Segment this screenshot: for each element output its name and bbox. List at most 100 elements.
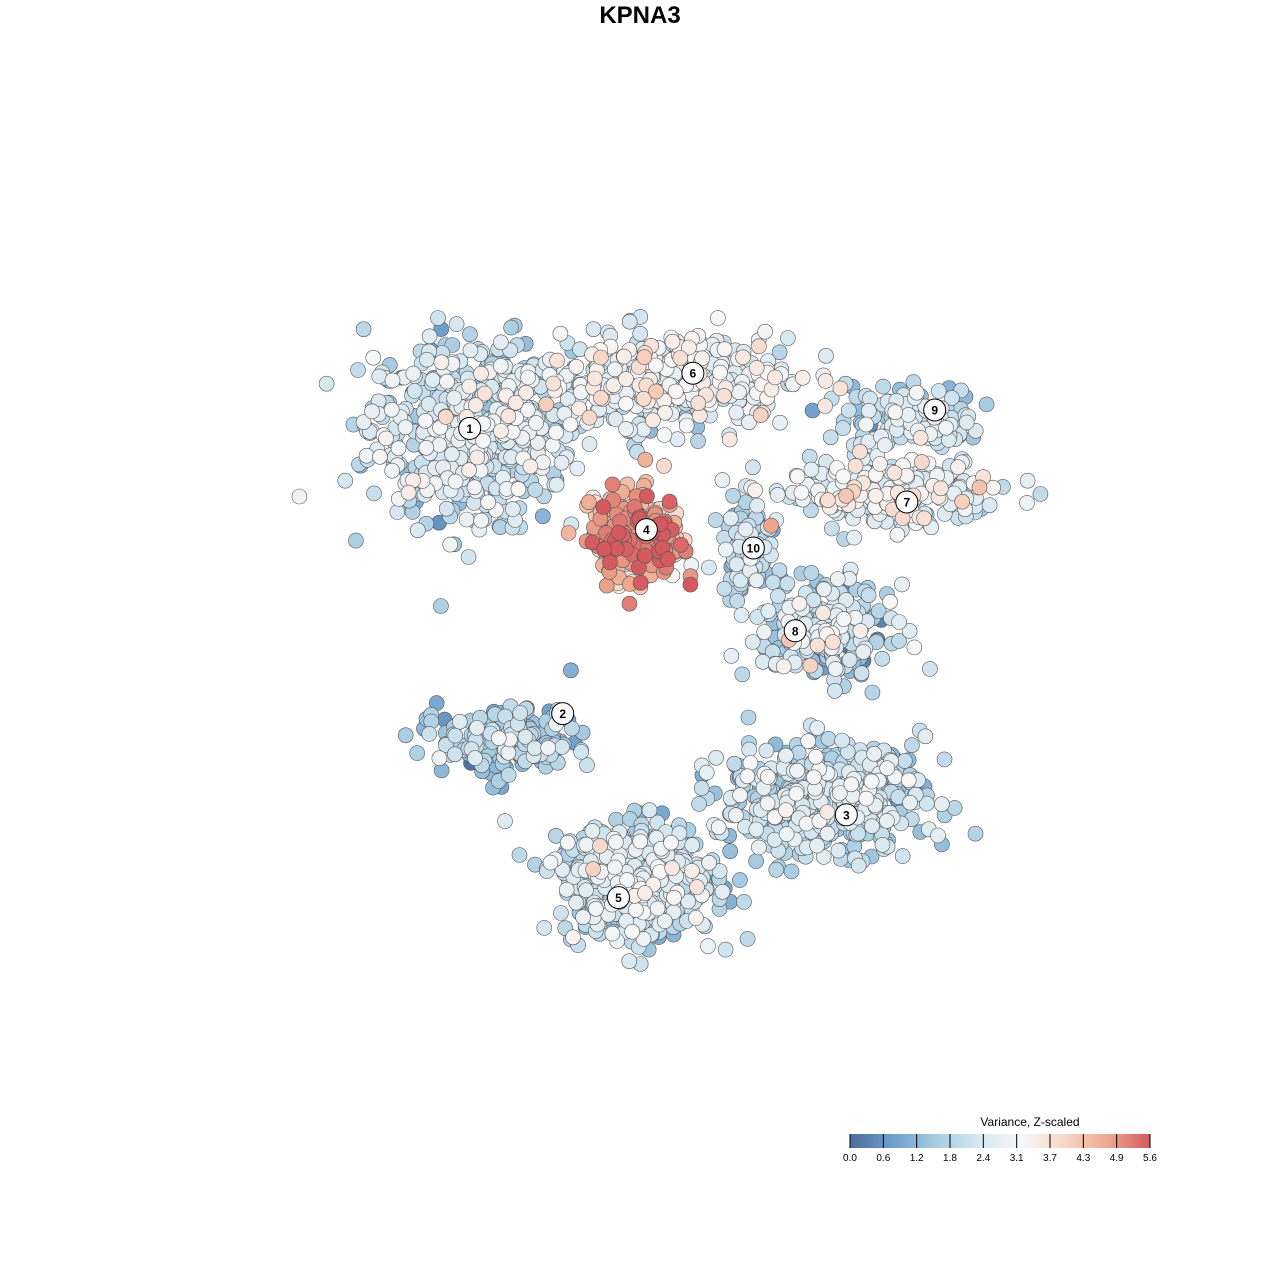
data-point-cluster-6: [549, 352, 565, 369]
data-point-cluster-3: [819, 804, 836, 820]
data-point-cluster-3: [830, 842, 847, 859]
data-point-cluster-8: [901, 623, 918, 639]
data-point-cluster-1: [522, 458, 539, 475]
data-point-cluster-5: [711, 863, 728, 879]
data-point-cluster-6: [681, 339, 697, 356]
legend-colorbar: [850, 1134, 1150, 1148]
data-point-cluster-2: [573, 744, 589, 760]
data-point-cluster-2: [447, 746, 463, 763]
data-point-cluster-1: [466, 479, 483, 496]
data-point-cluster-3: [807, 748, 824, 765]
data-point-cluster-2: [397, 727, 414, 744]
data-point-cluster-5: [691, 796, 707, 812]
data-point-cluster-3: [778, 826, 795, 842]
data-point-cluster-3: [879, 760, 896, 777]
data-point-cluster-9: [875, 378, 891, 395]
cluster-label-5: 5: [607, 886, 630, 910]
data-point-cluster-8: [922, 661, 938, 677]
data-point-cluster-10: [748, 572, 765, 589]
svg-text:9: 9: [931, 404, 938, 418]
data-point-cluster-7: [872, 456, 888, 472]
data-point-cluster-3: [819, 825, 836, 842]
legend-tick-label: 1.2: [910, 1153, 924, 1164]
svg-text:7: 7: [903, 496, 910, 510]
data-point-cluster-1: [366, 485, 382, 502]
data-point-cluster-10: [725, 487, 741, 504]
data-point-cluster-5: [684, 837, 701, 853]
data-point-cluster-9: [877, 437, 893, 453]
data-point-cluster-3: [748, 821, 765, 838]
legend-tick-label: 3.1: [1010, 1153, 1024, 1164]
data-point-cluster-3: [739, 768, 756, 785]
data-point-cluster-8: [755, 653, 771, 670]
data-point-cluster-9: [930, 383, 947, 399]
data-point-cluster-8: [775, 658, 792, 675]
data-point-cluster-3: [758, 742, 775, 759]
data-point-cluster-1: [419, 351, 435, 368]
data-point-cluster-3: [850, 825, 866, 842]
data-point-cluster-2: [490, 730, 507, 747]
data-point-cluster-6: [669, 431, 686, 448]
data-point-cluster-8: [816, 581, 832, 598]
data-point-cluster-3: [708, 749, 724, 766]
data-point-cluster-1: [355, 414, 372, 431]
data-point-cluster-3: [740, 709, 757, 726]
data-point-cluster-1: [442, 536, 459, 553]
data-point-cluster-6: [607, 411, 624, 427]
data-point-cluster-1: [528, 415, 544, 431]
data-point-cluster-6: [552, 325, 569, 342]
data-point-cluster-3: [798, 815, 815, 832]
data-point-cluster-1: [510, 481, 527, 497]
data-point-cluster-3: [917, 728, 934, 745]
data-point-cluster-2: [431, 750, 448, 767]
data-point-cluster-7: [803, 502, 819, 519]
data-point-cluster-3: [858, 790, 875, 807]
data-point-cluster-6: [519, 402, 536, 418]
data-point-cluster-8: [864, 684, 881, 701]
data-point-cluster-5: [628, 902, 644, 918]
data-point-cluster-6: [678, 417, 695, 434]
data-point-cluster-1: [358, 447, 375, 464]
legend-tick-label: 4.9: [1110, 1153, 1124, 1164]
svg-text:1: 1: [466, 422, 473, 436]
data-point-cluster-1: [437, 409, 454, 425]
data-point-cluster-10: [765, 574, 781, 591]
data-point-cluster-1: [548, 424, 564, 441]
data-point-cluster-5: [732, 872, 748, 888]
data-point-cluster-1: [348, 532, 364, 549]
data-point-cluster-10: [729, 593, 746, 609]
data-point-cluster-3: [741, 741, 758, 758]
data-point-cluster-8: [882, 593, 898, 610]
data-point-cluster-4: [598, 577, 615, 594]
data-point-cluster-1: [417, 412, 434, 429]
data-point-cluster-5: [684, 863, 700, 879]
cluster-label-layer: 1 6 9 7 4 10 8 2 3 5: [458, 361, 947, 910]
data-point-cluster-9: [887, 404, 904, 421]
cluster-label-7: 7: [895, 490, 919, 514]
data-point-cluster-8: [829, 571, 846, 587]
data-point-cluster-5: [632, 833, 649, 850]
data-point-cluster-8: [809, 637, 826, 654]
data-point-cluster-10: [771, 562, 788, 579]
data-point-cluster-7: [1019, 495, 1035, 511]
data-point-cluster-4: [637, 451, 654, 468]
data-point-cluster-8: [835, 611, 852, 627]
data-point-cluster-6: [571, 400, 587, 417]
data-point-cluster-7: [801, 448, 818, 465]
chart-title: KPNA3: [599, 2, 681, 29]
data-point-cluster-1: [383, 401, 400, 418]
data-point-cluster-8: [723, 648, 740, 664]
data-point-cluster-4: [661, 493, 678, 510]
data-point-cluster-1: [503, 319, 519, 336]
data-point-cluster-5: [604, 925, 621, 942]
data-point-cluster-3: [933, 796, 950, 813]
data-point-cluster-5: [689, 879, 705, 895]
data-point-cluster-5: [700, 938, 716, 954]
data-point-cluster-4: [560, 525, 577, 541]
data-point-cluster-3: [863, 773, 880, 790]
data-point-cluster-2: [469, 720, 485, 736]
data-point-cluster-7: [745, 459, 761, 476]
data-point-cluster-7: [1019, 472, 1036, 489]
data-point-cluster-1: [569, 460, 586, 477]
data-point-cluster-6: [771, 344, 788, 361]
